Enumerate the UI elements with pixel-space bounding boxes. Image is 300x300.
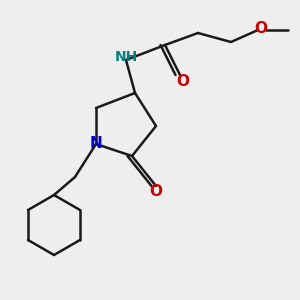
Text: O: O: [149, 184, 163, 200]
Text: O: O: [254, 21, 268, 36]
Text: NH: NH: [114, 50, 138, 64]
Text: N: N: [90, 136, 102, 152]
Text: O: O: [176, 74, 190, 88]
